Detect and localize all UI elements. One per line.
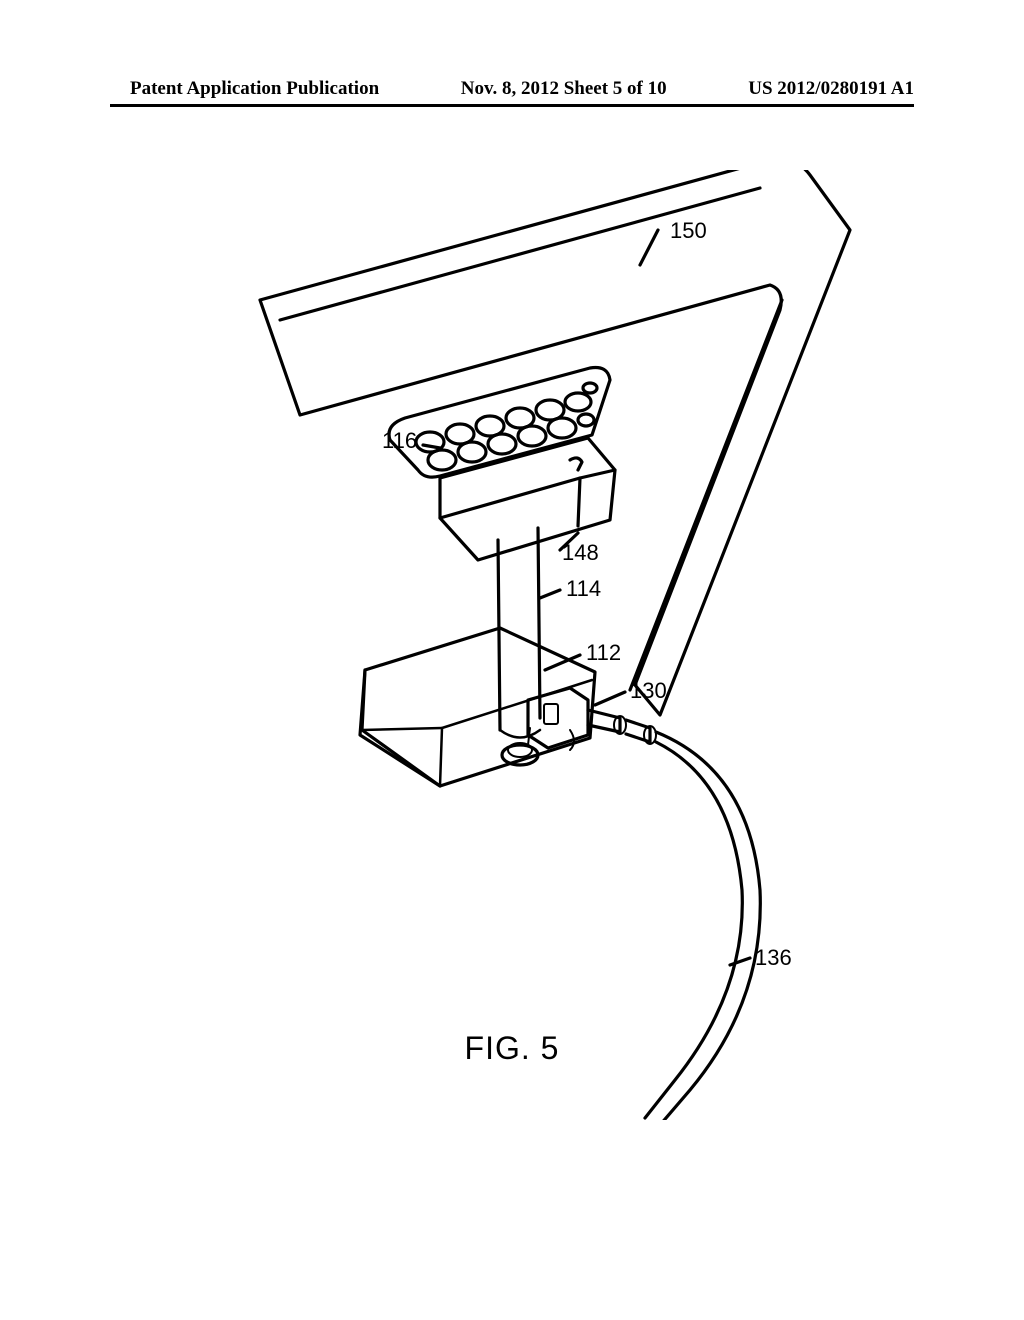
ref-136: 136 (755, 945, 792, 971)
fitting-2 (626, 720, 650, 742)
panel-outline (260, 170, 850, 715)
ref-114: 114 (566, 576, 601, 602)
figure-drawing (130, 170, 890, 1120)
ref-112: 112 (586, 640, 621, 666)
panel-fold-line (280, 188, 760, 320)
base-plate-seam (362, 728, 442, 730)
header-rule (110, 104, 914, 107)
leader-114 (540, 590, 560, 598)
leader-150 (640, 230, 658, 265)
base-plate (360, 628, 595, 786)
post-left (498, 540, 500, 730)
panel-right-inner (630, 300, 782, 690)
leader-130 (595, 692, 625, 705)
ref-150: 150 (670, 218, 707, 244)
patent-figure: 150 116 148 114 112 130 136 (130, 170, 890, 1120)
post-right (538, 528, 540, 718)
figure-caption: FIG. 5 (0, 1030, 1024, 1067)
header-left: Patent Application Publication (130, 78, 379, 100)
post-bottom-curve (500, 730, 540, 738)
upper-plate-edge (440, 470, 615, 518)
header-center: Nov. 8, 2012 Sheet 5 of 10 (461, 78, 667, 100)
valve-face (544, 704, 558, 724)
header-right: US 2012/0280191 A1 (748, 78, 914, 100)
tray-hook (570, 458, 582, 470)
base-plate-top-edge (440, 680, 592, 786)
patent-header: Patent Application Publication Nov. 8, 2… (0, 78, 1024, 100)
ref-130: 130 (630, 678, 667, 704)
ref-148: 148 (562, 540, 599, 566)
upper-plate-side (578, 478, 580, 526)
ref-116: 116 (382, 428, 417, 454)
leader-136 (730, 958, 750, 965)
leader-116 (423, 445, 440, 448)
